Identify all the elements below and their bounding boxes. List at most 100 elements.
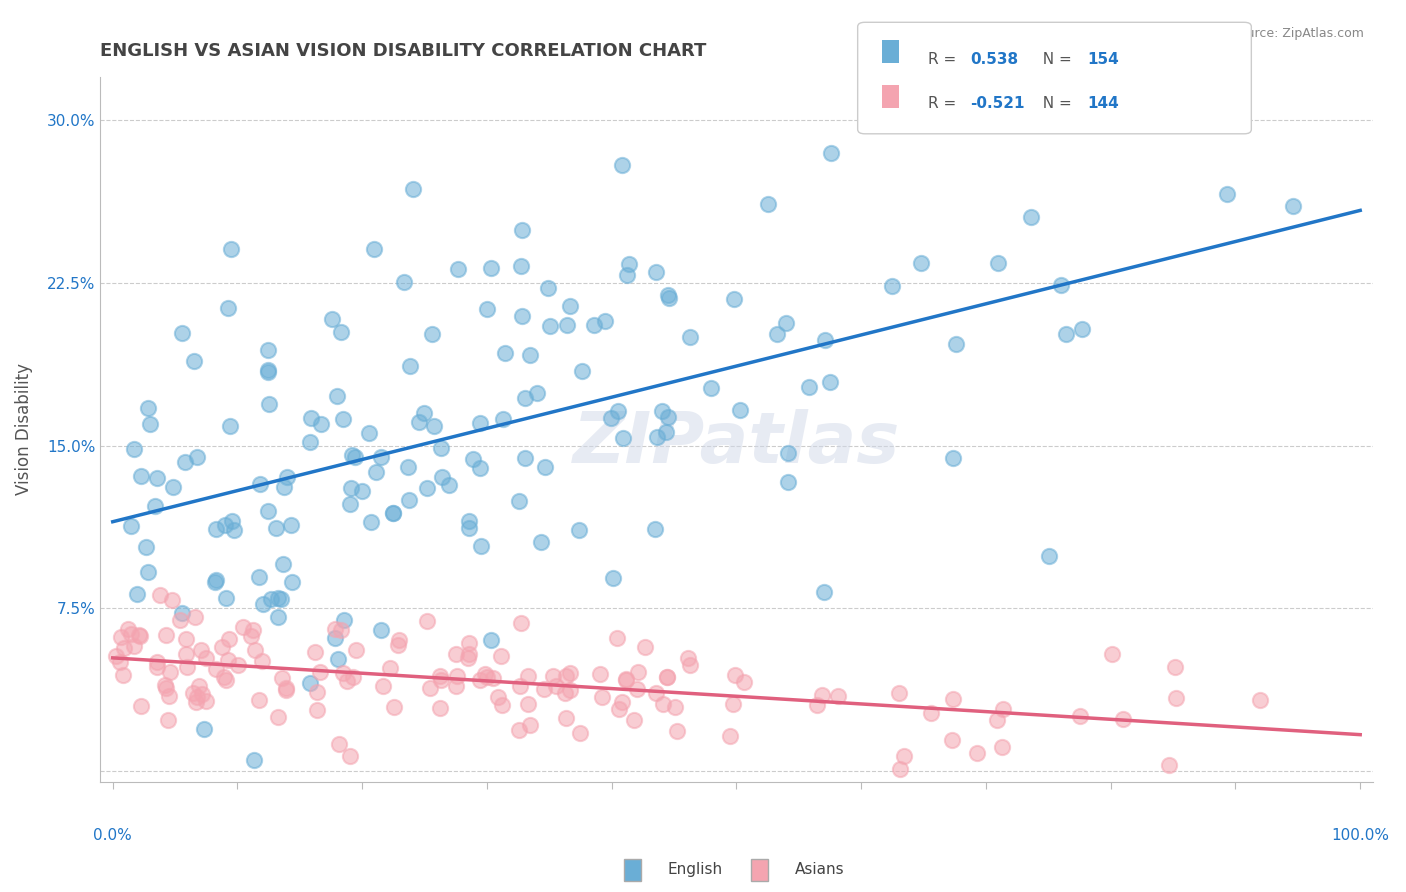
Point <box>193 722 215 736</box>
Point <box>381 507 404 521</box>
Point <box>273 480 295 494</box>
Point <box>214 517 236 532</box>
Point <box>218 632 240 647</box>
Text: Source: ZipAtlas.com: Source: ZipAtlas.com <box>1230 27 1364 40</box>
Point <box>724 668 747 682</box>
Point <box>607 403 630 417</box>
Point <box>273 558 295 572</box>
Text: 100.0%: 100.0% <box>1331 828 1389 843</box>
Point <box>486 690 509 705</box>
Point <box>187 679 209 693</box>
Point <box>382 700 405 714</box>
Point <box>186 690 208 704</box>
Point <box>344 450 367 465</box>
Point <box>330 623 353 637</box>
Point <box>249 476 271 491</box>
Point <box>820 145 842 160</box>
Point <box>242 624 264 638</box>
Point <box>217 301 239 315</box>
Point <box>463 451 485 466</box>
Point <box>558 683 581 698</box>
Point <box>184 609 207 624</box>
Point <box>205 662 228 676</box>
Point <box>260 591 283 606</box>
Point <box>194 651 217 665</box>
Point <box>328 738 350 752</box>
Point <box>778 446 800 460</box>
Point <box>519 718 541 732</box>
Point <box>371 679 394 693</box>
Point <box>217 653 239 667</box>
Point <box>610 158 633 172</box>
Point <box>495 346 517 360</box>
Point <box>183 353 205 368</box>
Point <box>602 570 624 584</box>
Point <box>204 522 226 536</box>
Point <box>644 686 666 700</box>
Point <box>991 739 1014 754</box>
Point <box>381 506 404 520</box>
Text: ZIPatlas: ZIPatlas <box>572 409 900 478</box>
Text: 0.538: 0.538 <box>970 52 1018 67</box>
Point <box>184 695 207 709</box>
Point <box>340 448 363 462</box>
Point <box>1249 692 1271 706</box>
Point <box>941 691 963 706</box>
Point <box>169 613 191 627</box>
Point <box>174 648 197 662</box>
Point <box>323 622 346 636</box>
Point <box>447 261 470 276</box>
Point <box>120 626 142 640</box>
Point <box>508 723 530 737</box>
Point <box>510 223 533 237</box>
Point <box>627 665 650 680</box>
Point <box>128 628 150 642</box>
Text: ENGLISH VS ASIAN VISION DISABILITY CORRELATION CHART: ENGLISH VS ASIAN VISION DISABILITY CORRE… <box>100 42 707 60</box>
Point <box>458 521 481 535</box>
Point <box>388 632 411 647</box>
Point <box>479 260 502 275</box>
Point <box>470 539 492 553</box>
Point <box>517 669 540 683</box>
Point <box>430 673 453 687</box>
Point <box>299 410 322 425</box>
Point <box>339 749 361 764</box>
Point <box>728 403 751 417</box>
Point <box>651 403 673 417</box>
Point <box>398 493 420 508</box>
Point <box>437 478 460 492</box>
Point <box>1070 322 1092 336</box>
Point <box>250 654 273 668</box>
Point <box>543 668 565 682</box>
Point <box>623 713 645 727</box>
Point <box>143 500 166 514</box>
Point <box>457 651 479 665</box>
Point <box>266 609 288 624</box>
Point <box>538 318 561 333</box>
Point <box>645 264 668 278</box>
Point <box>723 292 745 306</box>
Point <box>330 325 353 339</box>
Point <box>174 454 197 468</box>
Point <box>482 671 505 685</box>
Point <box>593 314 616 328</box>
Point <box>889 762 911 776</box>
Point <box>626 682 648 697</box>
Point <box>721 697 744 711</box>
Point <box>568 725 591 739</box>
Point <box>366 465 388 479</box>
Point <box>131 699 153 714</box>
Point <box>146 660 169 674</box>
Point <box>665 724 688 739</box>
Point <box>117 622 139 636</box>
Text: English: English <box>668 863 723 877</box>
Point <box>479 632 502 647</box>
Point <box>396 459 419 474</box>
Point <box>1281 199 1303 213</box>
Point <box>607 702 630 716</box>
Point <box>129 629 152 643</box>
Point <box>510 309 533 323</box>
Point <box>120 519 142 533</box>
Point <box>205 573 228 587</box>
Point <box>430 470 453 484</box>
